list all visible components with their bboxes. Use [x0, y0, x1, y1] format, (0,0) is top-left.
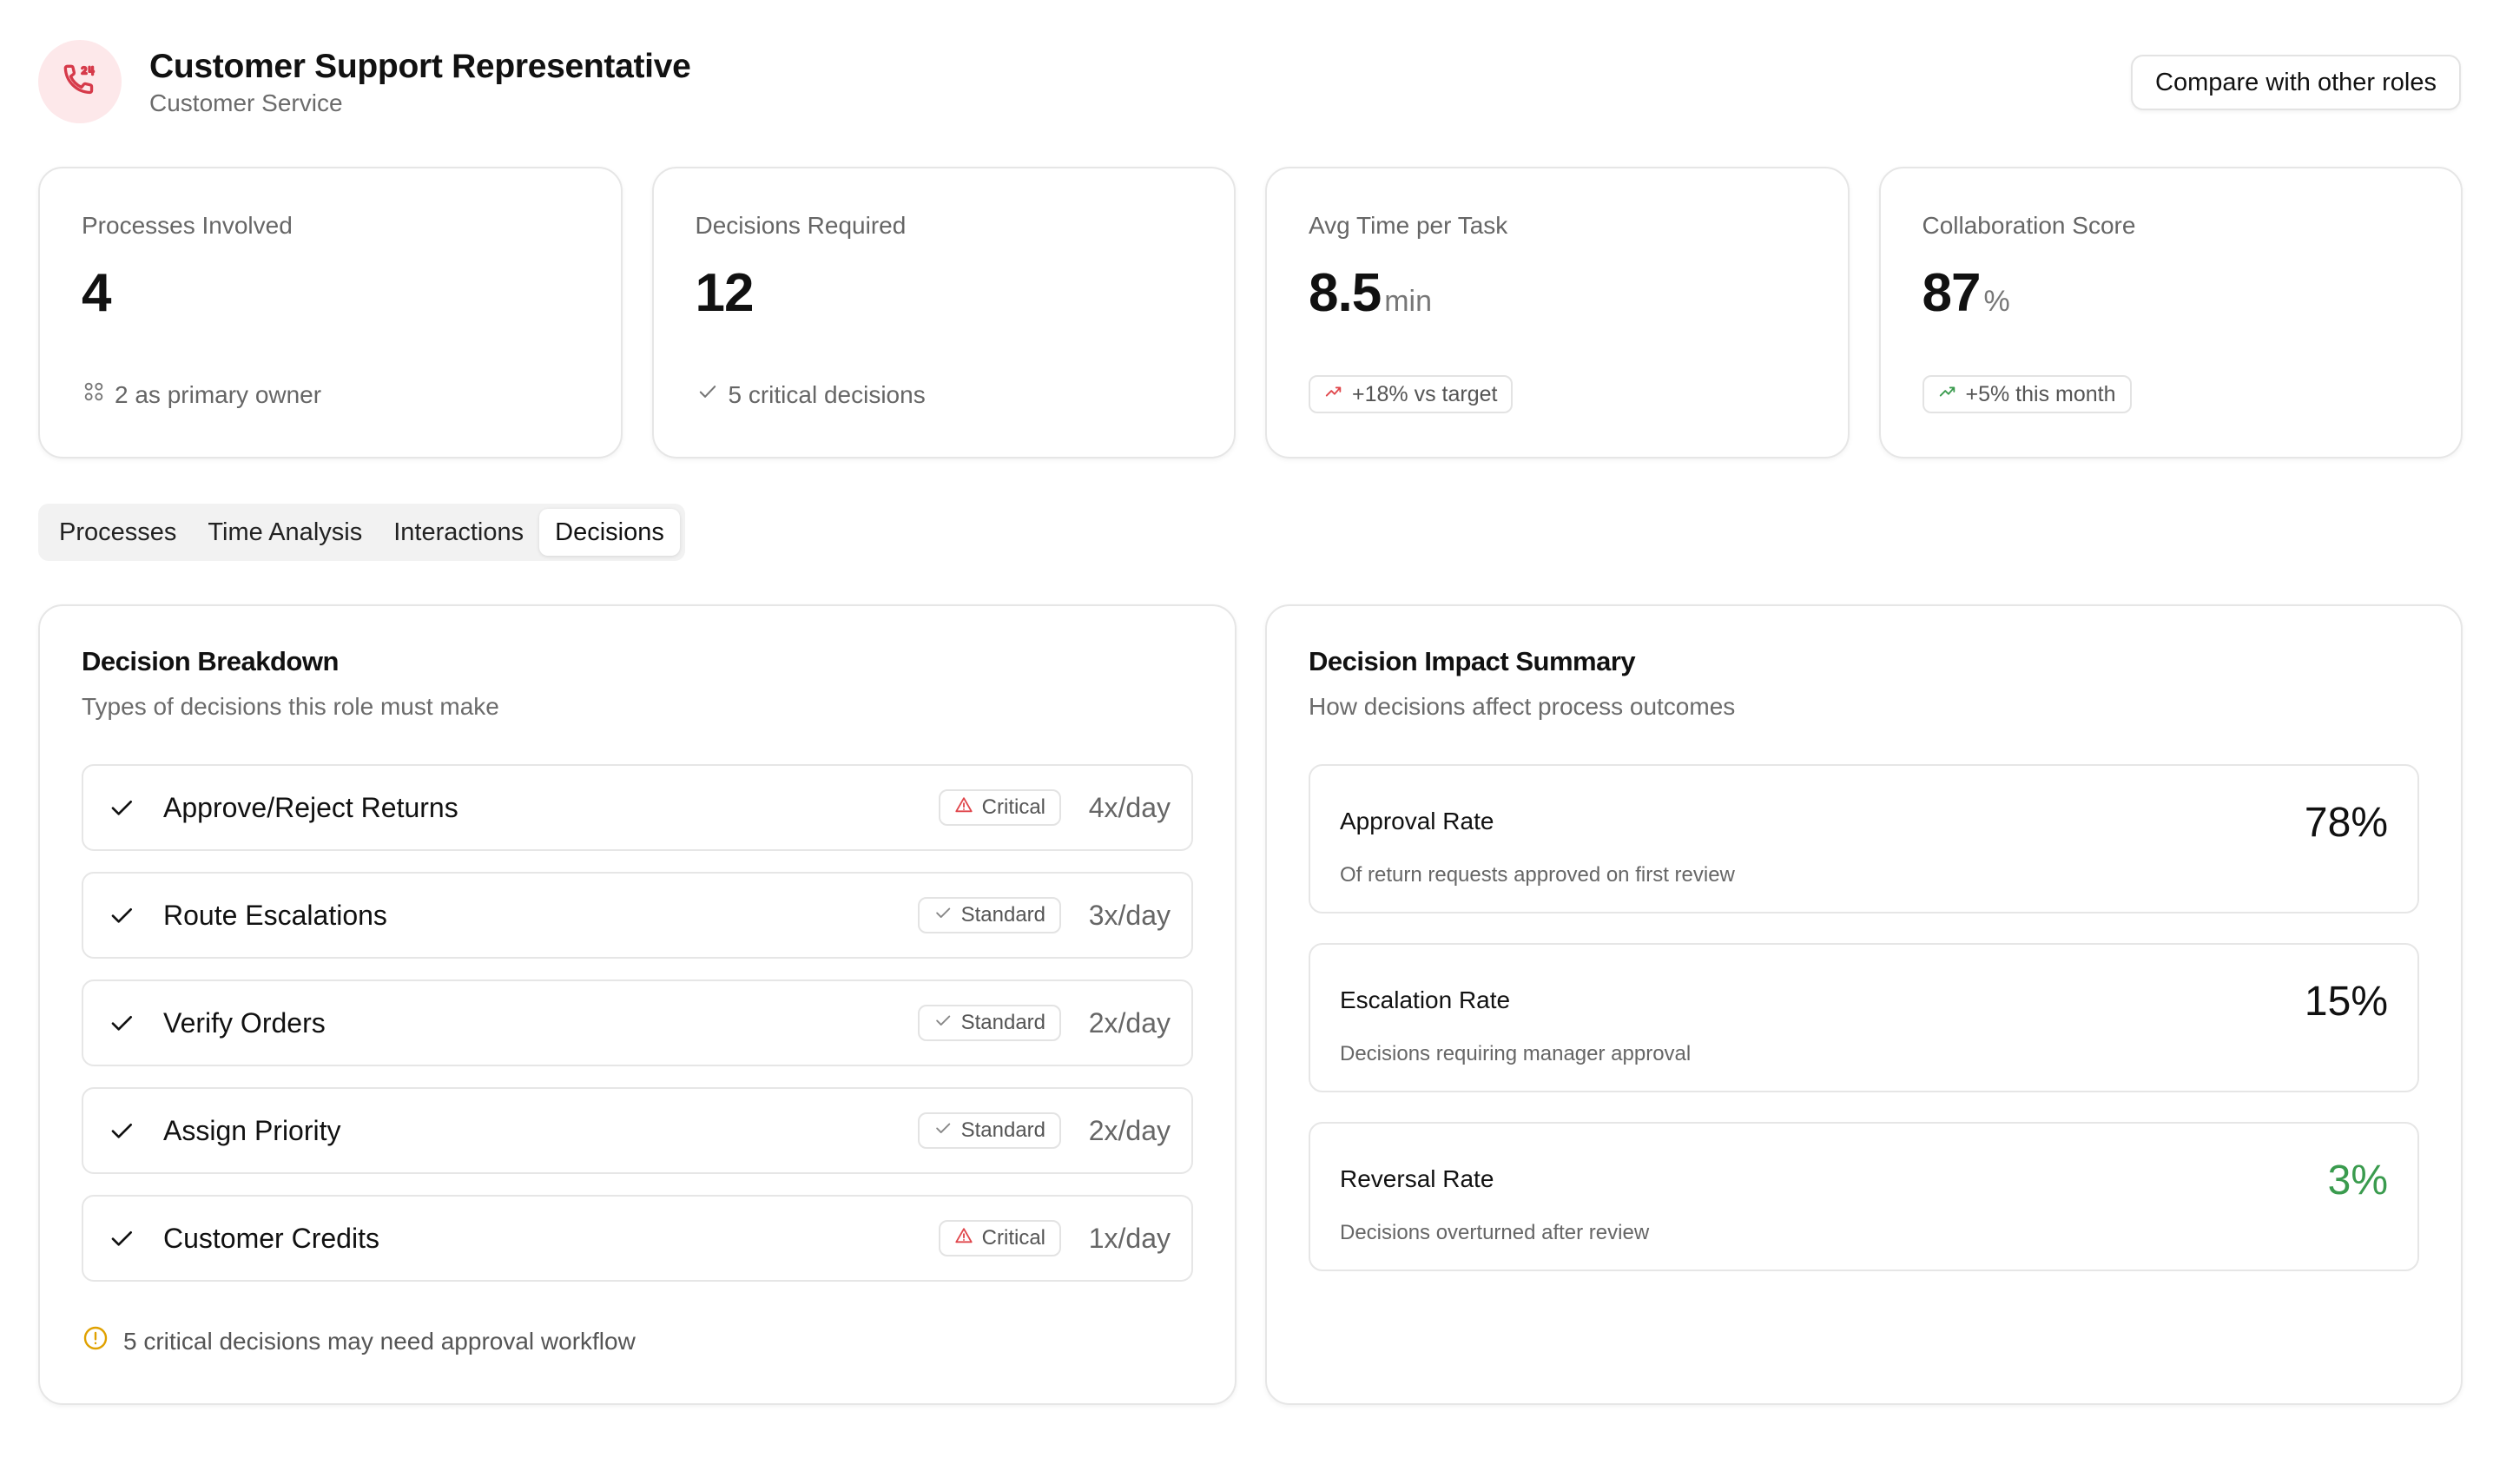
standard-badge: Standard [917, 897, 1061, 933]
role-title: Customer Support Representative [149, 48, 691, 85]
check-icon [108, 901, 135, 929]
phone-24-icon [38, 40, 122, 123]
decision-frequency: 4x/day [1088, 791, 1171, 823]
impact-list: Approval Rate Of return requests approve… [1309, 764, 2419, 1271]
stat-value: 4 [82, 263, 111, 323]
impact-value: 3% [2327, 1158, 2388, 1204]
check-icon [108, 1009, 135, 1037]
tab-bar: Processes Time Analysis Interactions Dec… [38, 504, 685, 561]
stat-value: 12 [695, 263, 755, 323]
decision-frequency: 2x/day [1088, 1114, 1171, 1146]
role-department: Customer Service [149, 89, 343, 116]
check-icon [108, 794, 135, 821]
stat-label: Processes Involved [82, 212, 293, 239]
standard-badge: Standard [917, 1112, 1061, 1149]
impact-description: Decisions requiring manager approval [1340, 1042, 1692, 1065]
impact-card-escalation-rate: Escalation Rate Decisions requiring mana… [1309, 943, 2419, 1092]
check-icon [933, 1011, 953, 1036]
decision-impact-panel: Decision Impact Summary How decisions af… [1265, 604, 2463, 1405]
decision-list: Approve/Reject Returns Critical 4x/day R… [82, 764, 1193, 1282]
tab-time-analysis[interactable]: Time Analysis [208, 518, 363, 546]
decision-row[interactable]: Approve/Reject Returns Critical 4x/day [82, 764, 1193, 851]
compare-roles-button[interactable]: Compare with other roles [2131, 55, 2461, 110]
critical-badge: Critical [938, 1220, 1061, 1256]
alert-triangle-icon [954, 1226, 973, 1251]
impact-label: Approval Rate [1340, 808, 1494, 834]
decision-row[interactable]: Assign Priority Standard 2x/day [82, 1087, 1193, 1174]
check-icon [933, 903, 953, 928]
decision-row[interactable]: Verify Orders Standard 2x/day [82, 979, 1193, 1066]
stat-label: Collaboration Score [1922, 212, 2136, 239]
impact-description: Decisions overturned after review [1340, 1221, 1650, 1244]
decision-row[interactable]: Customer Credits Critical 1x/day [82, 1195, 1193, 1282]
critical-badge: Critical [938, 789, 1061, 826]
decision-frequency: 2x/day [1088, 1006, 1171, 1039]
decision-name: Verify Orders [163, 1006, 326, 1039]
trend-up-icon [1324, 382, 1343, 407]
decision-name: Assign Priority [163, 1114, 341, 1146]
stat-card-avg-time: Avg Time per Task 8.5 min +18% vs target [1265, 167, 1850, 458]
check-icon [108, 1224, 135, 1252]
panel-title: Decision Breakdown [82, 646, 339, 676]
check-icon [108, 1117, 135, 1144]
alert-triangle-icon [954, 795, 973, 821]
panel-title: Decision Impact Summary [1309, 646, 1636, 676]
decision-frequency: 3x/day [1088, 899, 1171, 931]
stat-value: 87% [1922, 263, 2010, 323]
tab-processes[interactable]: Processes [59, 518, 177, 546]
stat-card-processes: Processes Involved 4 2 as primary owner [38, 167, 623, 458]
check-icon [933, 1118, 953, 1144]
alert-circle-icon [82, 1324, 109, 1358]
decision-row[interactable]: Route Escalations Standard 3x/day [82, 872, 1193, 959]
impact-label: Escalation Rate [1340, 986, 1511, 1013]
stat-card-collaboration: Collaboration Score 87% +5% this month [1878, 167, 2463, 458]
standard-badge: Standard [917, 1005, 1061, 1041]
grid-icon [82, 379, 106, 410]
trend-badge: +18% vs target [1309, 375, 1514, 413]
impact-value: 78% [2304, 800, 2388, 846]
stat-value: 8.5 min [1309, 263, 1432, 323]
stat-footnote: 5 critical decisions [696, 379, 926, 410]
trend-badge: +5% this month [1922, 375, 2132, 413]
check-icon [696, 379, 720, 410]
panel-subtitle: Types of decisions this role must make [82, 693, 499, 720]
decision-name: Approve/Reject Returns [163, 791, 458, 823]
impact-label: Reversal Rate [1340, 1165, 1494, 1192]
decision-name: Route Escalations [163, 899, 387, 931]
tab-decisions[interactable]: Decisions [539, 509, 680, 556]
decision-frequency: 1x/day [1088, 1222, 1171, 1254]
panel-subtitle: How decisions affect process outcomes [1309, 693, 1736, 720]
stat-label: Decisions Required [695, 212, 907, 239]
impact-card-reversal-rate: Reversal Rate Decisions overturned after… [1309, 1122, 2419, 1271]
approval-warning: 5 critical decisions may need approval w… [82, 1324, 636, 1358]
stat-footnote: 2 as primary owner [82, 379, 321, 410]
trend-up-icon [1938, 382, 1957, 407]
impact-description: Of return requests approved on first rev… [1340, 863, 1735, 887]
role-header: Customer Support Representative Customer… [38, 40, 691, 123]
decision-breakdown-panel: Decision Breakdown Types of decisions th… [38, 604, 1237, 1405]
impact-value: 15% [2304, 979, 2388, 1025]
impact-card-approval-rate: Approval Rate Of return requests approve… [1309, 764, 2419, 913]
stat-label: Avg Time per Task [1309, 212, 1508, 239]
stat-cards: Processes Involved 4 2 as primary owner … [38, 167, 2463, 458]
tab-interactions[interactable]: Interactions [393, 518, 524, 546]
decision-name: Customer Credits [163, 1222, 379, 1254]
stat-card-decisions: Decisions Required 12 5 critical decisio… [651, 167, 1236, 458]
